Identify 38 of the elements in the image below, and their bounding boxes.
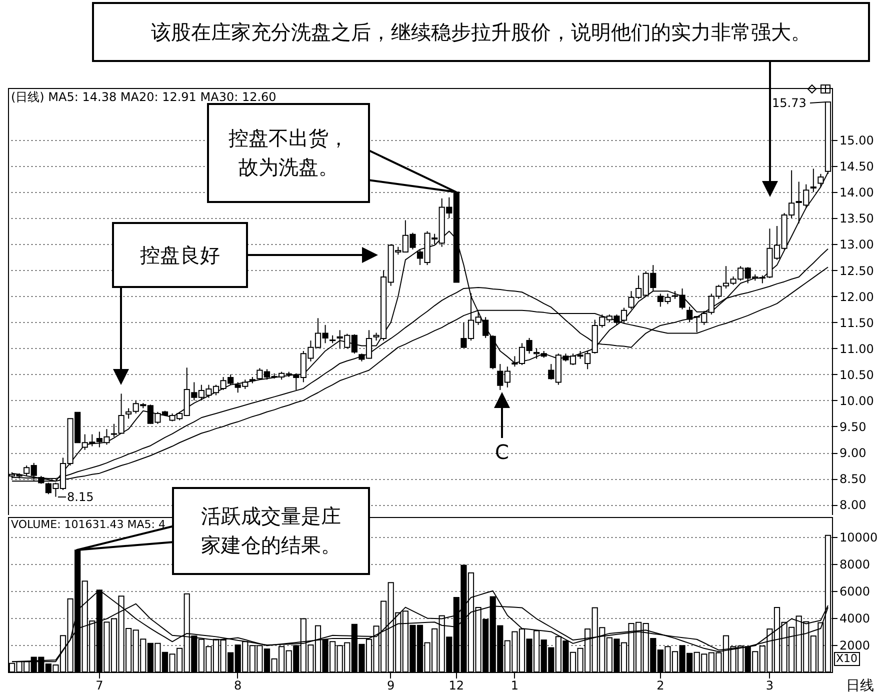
- y-tick-label: 13.00: [840, 238, 874, 252]
- x-tick-label: 8: [234, 678, 242, 692]
- x-tick-label: 1: [510, 678, 519, 692]
- y-tick-label: 14.50: [840, 160, 874, 174]
- y-tick-label: 4000: [840, 612, 870, 626]
- y-tick-label: 15.00: [840, 134, 874, 148]
- y-tick-label: 2000: [840, 638, 870, 653]
- y-tick-label: 11.50: [840, 316, 874, 330]
- annotation: C: [495, 440, 509, 464]
- callout-box: 控盘良好: [112, 222, 248, 288]
- y-tick-label: 14.00: [840, 186, 874, 200]
- text: X10: [834, 652, 860, 666]
- x-tick-label: 9: [387, 678, 395, 692]
- chart-title: (日线) MA5: 14.38 MA20: 12.91 MA30: 12.60: [11, 89, 276, 106]
- y-tick-label: 8.50: [840, 472, 866, 486]
- y-tick-label: 8000: [840, 558, 870, 572]
- x-tick-label: 2: [656, 678, 664, 692]
- y-tick-label: 6000: [840, 584, 870, 599]
- callout-box: 控盘不出货，故为洗盘。: [207, 103, 370, 203]
- annotation: 15.73: [772, 96, 806, 110]
- chart-title: VOLUME: 101631.43 MA5: 4: [11, 518, 166, 531]
- callout-box: 活跃成交量是庄家建仓的结果。: [172, 487, 370, 575]
- y-tick-label: 11.00: [840, 342, 874, 356]
- y-tick-label: 9.50: [840, 420, 866, 434]
- annotation: 8.15: [67, 490, 94, 504]
- x-tick-label: 3: [766, 678, 774, 692]
- y-tick-label: 8.00: [840, 498, 866, 512]
- text: 日线: [846, 677, 874, 695]
- y-tick-label: 10.00: [840, 394, 874, 408]
- y-tick-label: 10000: [840, 530, 878, 545]
- y-tick-label: 10.50: [840, 368, 874, 382]
- callout-box: 该股在庄家充分洗盘之后，继续稳步拉升股价，说明他们的实力非常强大。: [92, 2, 870, 62]
- y-tick-label: 12.00: [840, 290, 874, 304]
- y-tick-label: 12.50: [840, 264, 874, 278]
- x-tick-label: 7: [96, 678, 104, 692]
- y-tick-label: 13.50: [840, 212, 874, 226]
- y-tick-label: 9.00: [840, 446, 866, 460]
- x-tick-label: 12: [448, 678, 464, 692]
